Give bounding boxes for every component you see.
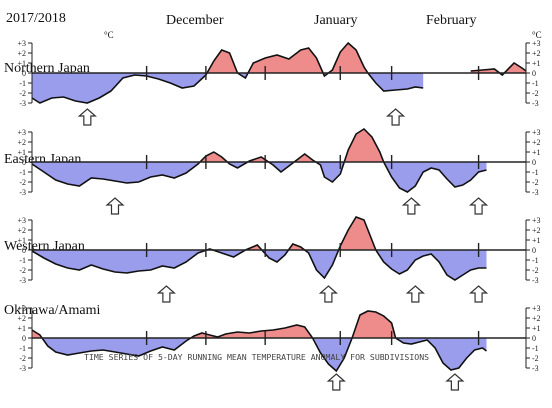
y-tick-label-left: +3	[17, 304, 26, 313]
y-tick-label-right: -3	[532, 188, 539, 197]
y-tick-label-right: +3	[532, 39, 541, 48]
y-tick-label-right: +3	[532, 304, 541, 313]
positive-anomaly-area	[32, 43, 424, 73]
y-tick-label-left: -2	[19, 178, 26, 187]
y-tick-label-right: 0	[532, 246, 536, 255]
y-tick-label-right: -1	[532, 168, 539, 177]
negative-anomaly-area	[32, 250, 487, 280]
y-tick-label-left: -1	[19, 344, 26, 353]
cold-event-arrow-icon	[468, 197, 489, 215]
unit-label-right: °C	[532, 30, 542, 40]
y-tick-label-left: +1	[17, 236, 26, 245]
y-tick-label-left: 0	[22, 158, 26, 167]
y-tick-label-right: +2	[532, 314, 541, 323]
anomaly-series-line	[470, 61, 527, 77]
panels: Northern Japan+3+2+10-1-2-3+3+2+10-1-2-3…	[4, 39, 541, 391]
anomaly-series-line	[31, 216, 487, 281]
season-label: 2017/2018	[6, 11, 66, 26]
chart-caption: TIME SERIES OF 5-DAY RUNNING MEAN TEMPER…	[84, 352, 429, 362]
y-tick-label-right: +3	[532, 216, 541, 225]
y-tick-label-left: +2	[17, 49, 26, 58]
positive-anomaly-area	[32, 217, 487, 250]
y-tick-label-right: +2	[532, 138, 541, 147]
positive-anomaly-area	[32, 311, 487, 338]
y-tick-label-left: +1	[17, 59, 26, 68]
y-tick-label-left: 0	[22, 334, 26, 343]
y-tick-label-left: -2	[19, 266, 26, 275]
y-tick-label-left: -3	[19, 99, 26, 108]
y-tick-label-left: -1	[19, 168, 26, 177]
anomaly-series-line	[31, 310, 487, 373]
y-tick-label-left: -1	[19, 256, 26, 265]
cold-event-arrow-icon	[401, 197, 421, 215]
y-tick-label-left: +3	[17, 128, 26, 137]
y-tick-label-right: -2	[532, 354, 539, 363]
month-label-january: January	[314, 13, 358, 28]
cold-event-arrow-icon	[77, 108, 97, 126]
cold-event-arrow-icon	[318, 285, 338, 303]
y-tick-label-left: +2	[17, 226, 26, 235]
anomaly-series-line	[31, 127, 487, 193]
panel-title: Northern Japan	[4, 61, 90, 76]
positive-anomaly-area	[32, 129, 487, 162]
y-tick-label-right: +1	[532, 148, 541, 157]
y-tick-label-left: -2	[19, 89, 26, 98]
y-tick-label-right: 0	[532, 334, 536, 343]
cold-event-arrow-icon	[405, 285, 425, 303]
y-tick-label-left: +1	[17, 148, 26, 157]
negative-anomaly-area	[32, 162, 487, 192]
panel-eastern-japan: Eastern Japan+3+2+10-1-2-3+3+2+10-1-2-3	[4, 127, 541, 215]
y-tick-label-right: -3	[532, 276, 539, 285]
y-tick-label-right: +1	[532, 324, 541, 333]
y-tick-label-right: +1	[532, 236, 541, 245]
y-tick-label-left: 0	[22, 69, 26, 78]
y-tick-label-right: +1	[532, 59, 541, 68]
y-tick-label-right: -1	[532, 79, 539, 88]
anomaly-series-line	[31, 41, 424, 104]
y-tick-label-left: +1	[17, 324, 26, 333]
cold-event-arrow-icon	[468, 285, 489, 303]
y-tick-label-right: +3	[532, 128, 541, 137]
cold-event-arrow-icon	[326, 373, 346, 391]
header: 2017/2018 °C °C December January Februar…	[6, 11, 542, 40]
y-tick-label-left: +2	[17, 138, 26, 147]
y-tick-label-left: 0	[22, 246, 26, 255]
y-tick-label-left: -1	[19, 79, 26, 88]
cold-event-arrow-icon	[445, 373, 465, 391]
y-tick-label-right: -2	[532, 89, 539, 98]
panel-okinawa-amami: Okinawa/Amami+3+2+10-1-2-3+3+2+10-1-2-3	[4, 303, 541, 391]
y-tick-label-right: -2	[532, 178, 539, 187]
cold-event-arrow-icon	[385, 108, 406, 126]
y-tick-label-left: -3	[19, 364, 26, 373]
panel-northern-japan: Northern Japan+3+2+10-1-2-3+3+2+10-1-2-3	[4, 39, 541, 126]
cold-event-arrow-icon	[156, 285, 176, 303]
y-tick-label-right: -2	[532, 266, 539, 275]
panel-title: Okinawa/Amami	[4, 303, 101, 318]
y-tick-label-left: -3	[19, 188, 26, 197]
y-tick-label-right: -3	[532, 99, 539, 108]
negative-anomaly-area	[32, 73, 424, 103]
y-tick-label-right: -3	[532, 364, 539, 373]
month-label-february: February	[426, 13, 477, 28]
y-tick-label-left: +3	[17, 216, 26, 225]
panel-western-japan: Western Japan+3+2+10-1-2-3+3+2+10-1-2-3	[4, 216, 541, 303]
y-tick-label-right: -1	[532, 256, 539, 265]
y-tick-label-left: +3	[17, 39, 26, 48]
y-tick-label-left: -3	[19, 276, 26, 285]
y-tick-label-right: +2	[532, 226, 541, 235]
unit-label-left: °C	[104, 30, 114, 40]
month-label-december: December	[166, 13, 224, 28]
negative-anomaly-area	[32, 338, 487, 371]
y-tick-label-right: 0	[532, 69, 536, 78]
y-tick-label-right: 0	[532, 158, 536, 167]
y-tick-label-left: +2	[17, 314, 26, 323]
y-tick-label-left: -2	[19, 354, 26, 363]
y-tick-label-right: +2	[532, 49, 541, 58]
y-tick-label-right: -1	[532, 344, 539, 353]
cold-event-arrow-icon	[105, 197, 125, 215]
